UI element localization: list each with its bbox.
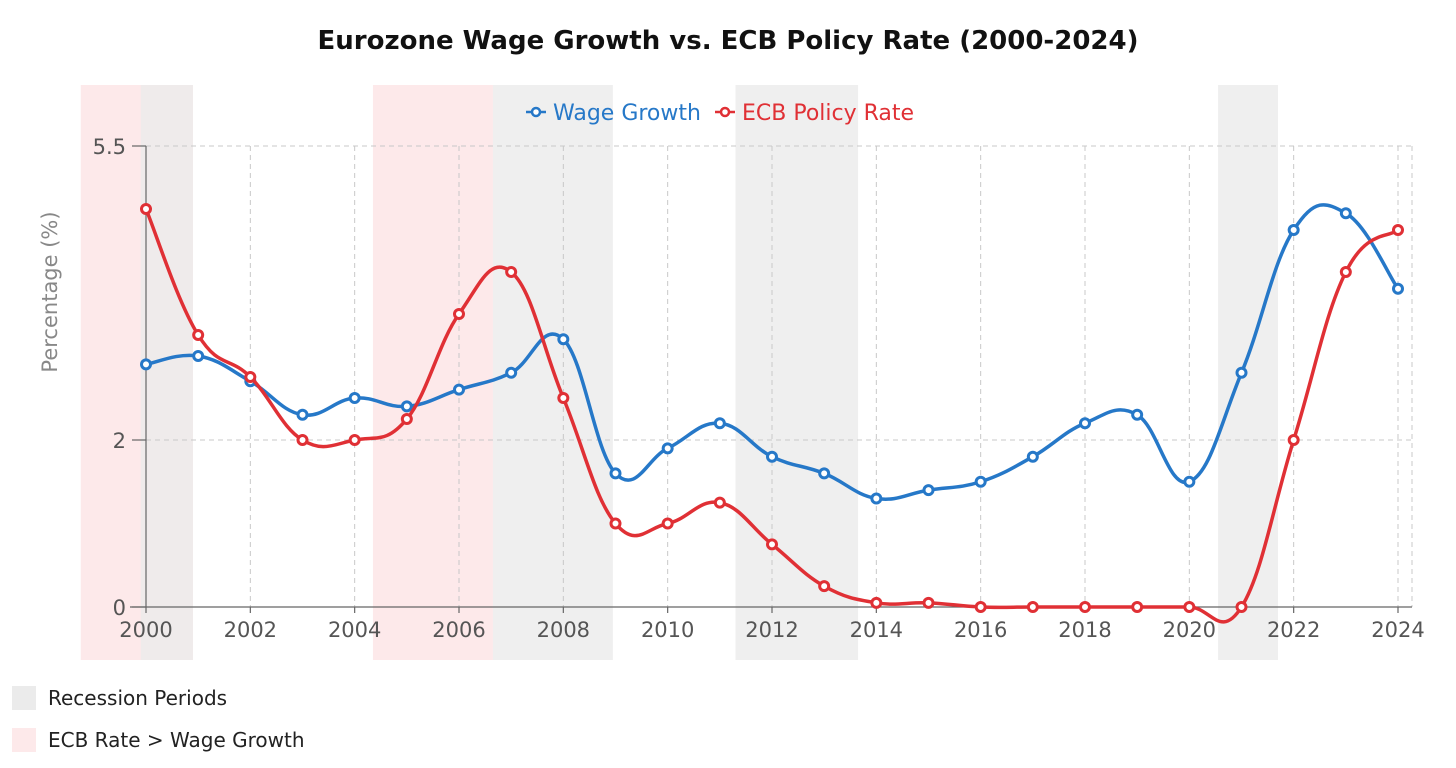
ecb-rate-point: [1235, 601, 1248, 613]
wage-growth-point: [453, 383, 465, 396]
ecb-rate-point: [192, 329, 205, 341]
legend-ecb-rate: ECB Policy Rate: [715, 101, 914, 126]
legend-wage-growth: Wage Growth: [526, 101, 701, 126]
wage-growth-point: [140, 358, 152, 371]
wage-growth-series: [140, 203, 1404, 505]
ecb-rate-point: [766, 538, 778, 551]
x-tick-label: 2024: [1371, 618, 1424, 642]
ecb-rate-point: [661, 517, 674, 530]
wage-growth-point: [400, 400, 413, 413]
grid-lines: [145, 145, 1413, 607]
y-tick-label: 2: [113, 429, 126, 453]
wage-growth-point: [1131, 408, 1144, 421]
recession-band: [1218, 85, 1279, 660]
x-tick-label: 2004: [328, 618, 381, 642]
legend-marker-icon: [719, 106, 731, 118]
x-tick-label: 2006: [432, 618, 485, 642]
series-layer: [140, 203, 1404, 624]
wage-growth-point: [557, 333, 570, 346]
wage-growth-point: [1392, 282, 1404, 295]
ecb-above-swatch: [12, 728, 36, 752]
wage-growth-point: [296, 408, 309, 421]
wage-growth-point: [713, 417, 726, 430]
ecb-rate-point: [1183, 601, 1196, 613]
wage-growth-point: [505, 366, 518, 379]
ecb-rate-point: [1287, 434, 1300, 446]
ecb-rate-point: [453, 308, 465, 320]
ecb-rate-point: [1131, 601, 1144, 613]
x-tick-label: 2020: [1163, 618, 1216, 642]
chart-title: Eurozone Wage Growth vs. ECB Policy Rate…: [317, 26, 1139, 56]
ecb-rate-point: [400, 413, 413, 425]
x-tick-label: 2014: [850, 618, 903, 642]
x-tick-label: 2012: [745, 618, 798, 642]
wage-growth-point: [974, 475, 987, 488]
ecb-rate-point: [1339, 266, 1352, 278]
x-tick-label: 2010: [641, 618, 694, 642]
ecb-rate-series: [140, 203, 1404, 624]
wage-growth-point: [192, 350, 205, 362]
x-tick-label: 2022: [1267, 618, 1320, 642]
wage-growth-point: [1339, 207, 1352, 220]
ecb-rate-point: [557, 392, 570, 404]
y-tick-label: 5.5: [93, 135, 126, 159]
ecb-rate-point: [348, 434, 361, 446]
top-legend: Wage Growth ECB Policy Rate: [526, 101, 914, 126]
legend-label: Wage Growth: [553, 101, 701, 126]
ecb-rate-point: [244, 371, 257, 383]
recession-swatch: [12, 686, 36, 710]
wage-growth-point: [766, 450, 778, 463]
x-tick-label: 2008: [537, 618, 590, 642]
legend-label-ecb-above: ECB Rate > Wage Growth: [48, 728, 305, 752]
ecb-rate-point: [296, 434, 309, 446]
ecb-rate-point: [974, 601, 987, 613]
wage-growth-point: [1235, 366, 1248, 379]
legend-item-ecb-above: ECB Rate > Wage Growth: [12, 728, 305, 752]
ecb-rate-point: [1392, 224, 1404, 236]
recession-band: [140, 85, 193, 660]
wage-growth-point: [870, 492, 883, 505]
axes: 2000 2002 2004 2006 2008 2010 2012 2014 2016 2018…: [38, 135, 1425, 642]
x-tick-label: 2016: [954, 618, 1007, 642]
legend-label-recession: Recession Periods: [48, 686, 228, 710]
wage-growth-point: [922, 484, 935, 497]
y-tick-label: 0: [113, 596, 126, 620]
legend-item-recession: Recession Periods: [12, 686, 227, 710]
wage-growth-point: [348, 392, 361, 404]
wage-growth-point: [818, 467, 831, 480]
wage-growth-point: [1287, 224, 1300, 236]
x-tick-label: 2002: [224, 618, 277, 642]
ecb-rate-point: [818, 580, 831, 593]
recession-band: [735, 85, 859, 660]
legend-marker-icon: [530, 106, 542, 118]
x-tick-label: 2018: [1058, 618, 1111, 642]
wage-growth-point: [661, 442, 674, 455]
ecb-rate-point: [870, 596, 883, 609]
ecb-rate-point: [713, 496, 726, 509]
ecb-rate-point: [609, 517, 622, 530]
wage-growth-point: [1079, 417, 1091, 430]
wage-growth-point: [1183, 475, 1196, 488]
wage-growth-point: [1026, 450, 1039, 463]
ecb-rate-point: [505, 266, 518, 278]
shaded-regions: [80, 85, 1279, 660]
ecb-rate-point: [1079, 601, 1091, 613]
ecb-rate-point: [1026, 601, 1039, 613]
ecb-rate-point: [922, 596, 935, 609]
x-tick-label: 2000: [119, 618, 172, 642]
wage-growth-point: [609, 467, 622, 480]
wage-growth-line: [145, 203, 1400, 501]
y-axis-label: Percentage (%): [38, 211, 62, 372]
legend-label: ECB Policy Rate: [742, 101, 914, 126]
ecb-rate-point: [140, 203, 152, 215]
